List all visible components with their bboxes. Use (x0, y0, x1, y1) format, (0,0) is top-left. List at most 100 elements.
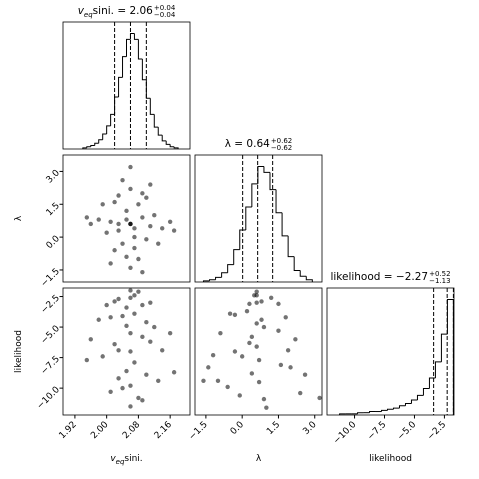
label: likelihood = −2.27 (330, 271, 428, 283)
sample-point (116, 296, 121, 302)
label-text: λ = 0.64 (225, 138, 270, 150)
sample-point (124, 217, 129, 222)
label-text: λ (14, 215, 24, 221)
label-subscript: eq (116, 458, 125, 466)
sample-point (96, 217, 101, 222)
histogram-bin (275, 189, 283, 214)
sample-point (124, 368, 129, 374)
histogram-bin (410, 399, 418, 404)
sample-point (136, 202, 141, 207)
sample-point (128, 288, 133, 293)
label-symbol: v (110, 454, 116, 464)
histogram-bin (398, 405, 406, 409)
sample-point (276, 301, 281, 307)
sample-point (156, 378, 161, 384)
histogram-bin (153, 114, 159, 128)
sample-point (148, 339, 153, 344)
histogram-bin (339, 413, 346, 415)
y-tick-label: −7.5 (39, 354, 62, 377)
sample-point (298, 390, 303, 396)
sample-point (152, 324, 157, 330)
sample-point (317, 395, 322, 401)
sample-point (84, 215, 90, 220)
label-group: likelihood (369, 454, 412, 464)
histogram-bin (129, 33, 135, 40)
histogram-bin (110, 113, 115, 126)
histogram-bin (440, 333, 448, 362)
sample-point (132, 360, 137, 365)
histogram-bin (137, 39, 143, 60)
sample-point (140, 215, 145, 220)
histogram-bin (94, 142, 99, 146)
label: likelihood (14, 330, 24, 373)
label: λ (14, 215, 24, 221)
sample-point (259, 317, 264, 322)
sample-point (201, 378, 206, 384)
histogram-bin (305, 276, 313, 282)
sample-point (108, 261, 113, 266)
sample-point (148, 223, 153, 229)
panel-frame (62, 154, 191, 283)
sample-point (254, 300, 259, 305)
sample-point (104, 302, 109, 308)
sample-point (256, 357, 262, 363)
sample-point (84, 357, 90, 363)
sample-point (88, 337, 93, 342)
histogram-bin (209, 279, 216, 281)
sample-point (171, 370, 177, 375)
label-group: veqsini. (110, 454, 142, 466)
histogram-bin (416, 394, 424, 400)
label-text: sini. = 2.06 (93, 5, 153, 17)
sample-point (283, 315, 288, 320)
sample-point (128, 330, 133, 336)
histogram-bin (145, 79, 151, 99)
sample-point (100, 354, 105, 359)
histogram-bin (251, 183, 258, 207)
sample-point (140, 334, 145, 340)
histogram-bin (82, 147, 87, 149)
sample-point (120, 177, 125, 183)
label-text: likelihood (14, 330, 24, 373)
label-group: λ (256, 454, 262, 464)
label-text: sini. (124, 454, 142, 464)
histogram-bin (122, 56, 127, 78)
sample-point (120, 313, 125, 319)
label: λ (256, 454, 262, 464)
x-tick-label: −2.5 (426, 420, 449, 443)
sample-point (104, 230, 109, 235)
panel-frame (62, 21, 191, 150)
panel-frame (326, 287, 455, 416)
label-lower: −0.04 (154, 11, 176, 19)
sample-point (144, 237, 149, 242)
y-tick-label: −1.5 (39, 267, 62, 290)
sample-point (140, 398, 145, 403)
sample-point (108, 389, 113, 394)
histogram-bin (299, 270, 307, 277)
histogram-bin (215, 276, 222, 280)
sample-point (148, 300, 153, 305)
sample-point (254, 344, 259, 349)
sample-point (124, 208, 129, 214)
sample-point (144, 195, 149, 200)
sample-point (124, 323, 129, 329)
sample-point (124, 254, 129, 260)
sample-point (259, 299, 264, 304)
label-group: likelihood (14, 330, 24, 373)
histogram-bin (281, 212, 289, 237)
label-text: likelihood = −2.27 (330, 271, 428, 283)
histogram-bin (118, 76, 123, 98)
panel-frame (62, 287, 191, 416)
histogram-bin (202, 280, 210, 282)
label-group: likelihood = −2.27 +0.52−1.13 (330, 270, 450, 285)
label: veqsini. = 2.06 (78, 5, 153, 19)
histogram-bin (169, 144, 175, 148)
histogram-bin (263, 166, 270, 173)
histogram-bin (369, 411, 376, 413)
sample-point (227, 311, 233, 316)
sample-point (152, 213, 157, 218)
sample-point (112, 299, 117, 304)
histogram-bin (422, 387, 430, 396)
sample-point (136, 289, 141, 294)
histogram-bin (173, 146, 179, 149)
sample-point (254, 293, 259, 298)
